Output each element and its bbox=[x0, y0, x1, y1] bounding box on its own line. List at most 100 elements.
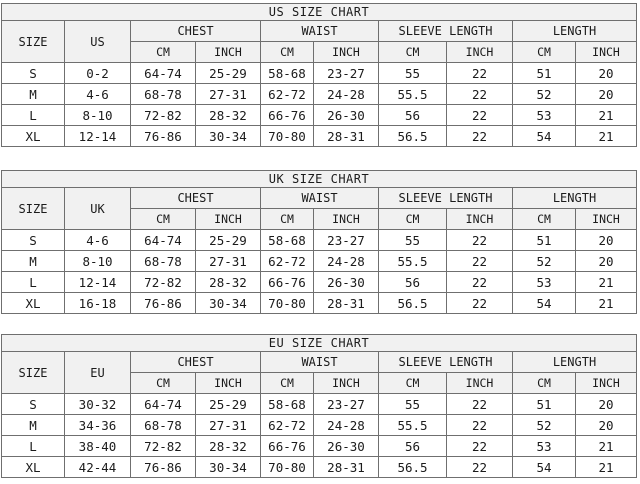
size-cell: S bbox=[1, 62, 65, 84]
table-units-row: CM INCH CM INCH CM INCH CM INCH bbox=[2, 208, 638, 230]
sleeve-inch-cell: 22 bbox=[446, 456, 513, 478]
size-cell: M bbox=[1, 414, 65, 436]
length-cm-cell: 52 bbox=[512, 83, 576, 105]
sleeve-inch-cell: 22 bbox=[446, 83, 513, 105]
length-inch-header: INCH bbox=[574, 208, 638, 230]
chest-inch-cell: 27-31 bbox=[195, 414, 261, 436]
waist-inch-cell: 23-27 bbox=[313, 393, 379, 415]
length-inch-cell: 20 bbox=[574, 414, 638, 436]
table-row: M 4-6 68-78 27-31 62-72 24-28 55.5 22 52 20 bbox=[1, 83, 638, 105]
sleeve-inch-cell: 22 bbox=[446, 271, 513, 293]
table-row: M 34-36 68-78 27-31 62-72 24-28 55.5 22 52 20 bbox=[1, 414, 638, 436]
chest-cm-header: CM bbox=[130, 208, 196, 230]
table-title-row: UK SIZE CHART bbox=[0, 170, 638, 188]
size-cell: XL bbox=[1, 456, 65, 478]
waist-cm-header: CM bbox=[260, 372, 314, 394]
chest-inch-header: INCH bbox=[195, 372, 261, 394]
region-size-cell: 16-18 bbox=[64, 292, 131, 314]
region-size-cell: 30-32 bbox=[64, 393, 131, 415]
chest-cm-cell: 76-86 bbox=[130, 292, 196, 314]
table-title: UK SIZE CHART bbox=[0, 170, 638, 188]
chest-cm-cell: 68-78 bbox=[130, 250, 196, 272]
region-column-header: UK bbox=[64, 187, 131, 230]
waist-inch-cell: 28-31 bbox=[313, 292, 379, 314]
length-group-header: LENGTH bbox=[511, 187, 638, 209]
length-cm-cell: 51 bbox=[512, 62, 576, 84]
chest-inch-cell: 30-34 bbox=[195, 292, 261, 314]
sleeve-inch-cell: 22 bbox=[446, 125, 513, 147]
size-cell: M bbox=[1, 250, 65, 272]
sleeve-inch-header: INCH bbox=[446, 372, 513, 394]
sleeve-inch-cell: 22 bbox=[446, 435, 513, 457]
size-cell: XL bbox=[1, 125, 65, 147]
region-size-cell: 8-10 bbox=[64, 104, 131, 126]
length-cm-header: CM bbox=[512, 41, 576, 63]
sleeve-inch-cell: 22 bbox=[446, 229, 513, 251]
table-units-row: CM INCH CM INCH CM INCH CM INCH bbox=[2, 41, 638, 63]
region-column-header: US bbox=[64, 20, 131, 63]
sleeve-cm-cell: 55 bbox=[378, 62, 447, 84]
waist-inch-header: INCH bbox=[313, 208, 379, 230]
region-size-cell: 8-10 bbox=[64, 250, 131, 272]
sleeve-cm-cell: 56.5 bbox=[378, 456, 447, 478]
waist-cm-cell: 62-72 bbox=[260, 250, 314, 272]
region-size-cell: 42-44 bbox=[64, 456, 131, 478]
table-title-row: US SIZE CHART bbox=[0, 3, 638, 21]
sleeve-inch-header: INCH bbox=[446, 41, 513, 63]
sleeve-cm-header: CM bbox=[378, 41, 447, 63]
length-cm-cell: 52 bbox=[512, 250, 576, 272]
sleeve-cm-cell: 56 bbox=[378, 104, 447, 126]
length-inch-cell: 21 bbox=[574, 456, 638, 478]
region-size-cell: 0-2 bbox=[64, 62, 131, 84]
waist-inch-cell: 23-27 bbox=[313, 62, 379, 84]
table-group-header-row: SIZE US CHEST WAIST SLEEVE LENGTH LENGTH bbox=[1, 20, 638, 63]
length-inch-cell: 21 bbox=[574, 435, 638, 457]
waist-cm-cell: 70-80 bbox=[260, 456, 314, 478]
chest-cm-cell: 64-74 bbox=[130, 229, 196, 251]
table-title: US SIZE CHART bbox=[0, 3, 638, 21]
table-row: L 12-14 72-82 28-32 66-76 26-30 56 22 53 21 bbox=[1, 271, 638, 293]
sleeve-cm-cell: 55.5 bbox=[378, 250, 447, 272]
chest-cm-cell: 72-82 bbox=[130, 435, 196, 457]
chest-inch-cell: 28-32 bbox=[195, 104, 261, 126]
length-inch-cell: 20 bbox=[574, 83, 638, 105]
sleeve-inch-cell: 22 bbox=[446, 104, 513, 126]
table-group-header-row: SIZE UK CHEST WAIST SLEEVE LENGTH LENGTH bbox=[1, 187, 638, 230]
chest-inch-cell: 25-29 bbox=[195, 229, 261, 251]
chest-inch-cell: 27-31 bbox=[195, 83, 261, 105]
chest-group-header: CHEST bbox=[130, 187, 261, 209]
sleeve-length-group-header: SLEEVE LENGTH bbox=[378, 20, 513, 42]
sleeve-inch-cell: 22 bbox=[446, 414, 513, 436]
region-size-cell: 4-6 bbox=[64, 229, 131, 251]
chest-cm-cell: 64-74 bbox=[130, 393, 196, 415]
length-cm-cell: 53 bbox=[512, 104, 576, 126]
size-column-header: SIZE bbox=[1, 20, 65, 63]
table-title: EU SIZE CHART bbox=[0, 334, 638, 352]
chest-cm-cell: 72-82 bbox=[130, 271, 196, 293]
table-row: XL 12-14 76-86 30-34 70-80 28-31 56.5 22 54 21 bbox=[1, 125, 638, 147]
length-cm-cell: 51 bbox=[512, 229, 576, 251]
sleeve-cm-cell: 56.5 bbox=[378, 125, 447, 147]
waist-inch-cell: 23-27 bbox=[313, 229, 379, 251]
size-cell: S bbox=[1, 229, 65, 251]
length-inch-cell: 20 bbox=[574, 229, 638, 251]
sleeve-inch-cell: 22 bbox=[446, 250, 513, 272]
sleeve-length-group-header: SLEEVE LENGTH bbox=[378, 351, 513, 373]
chest-group-header: CHEST bbox=[130, 351, 261, 373]
length-group-header: LENGTH bbox=[511, 20, 638, 42]
length-inch-cell: 21 bbox=[574, 271, 638, 293]
uk-size-chart-table: UK SIZE CHART SIZE UK CHEST WAIST SLEEVE… bbox=[0, 170, 638, 314]
length-cm-cell: 52 bbox=[512, 414, 576, 436]
table-row: XL 16-18 76-86 30-34 70-80 28-31 56.5 22 54 21 bbox=[1, 292, 638, 314]
waist-inch-header: INCH bbox=[313, 41, 379, 63]
table-row: L 8-10 72-82 28-32 66-76 26-30 56 22 53 21 bbox=[1, 104, 638, 126]
size-cell: L bbox=[1, 435, 65, 457]
waist-cm-header: CM bbox=[260, 41, 314, 63]
length-cm-cell: 53 bbox=[512, 435, 576, 457]
length-cm-cell: 54 bbox=[512, 292, 576, 314]
waist-inch-cell: 26-30 bbox=[313, 435, 379, 457]
size-column-header: SIZE bbox=[1, 187, 65, 230]
sleeve-cm-cell: 55.5 bbox=[378, 83, 447, 105]
sleeve-inch-cell: 22 bbox=[446, 292, 513, 314]
waist-cm-cell: 70-80 bbox=[260, 292, 314, 314]
